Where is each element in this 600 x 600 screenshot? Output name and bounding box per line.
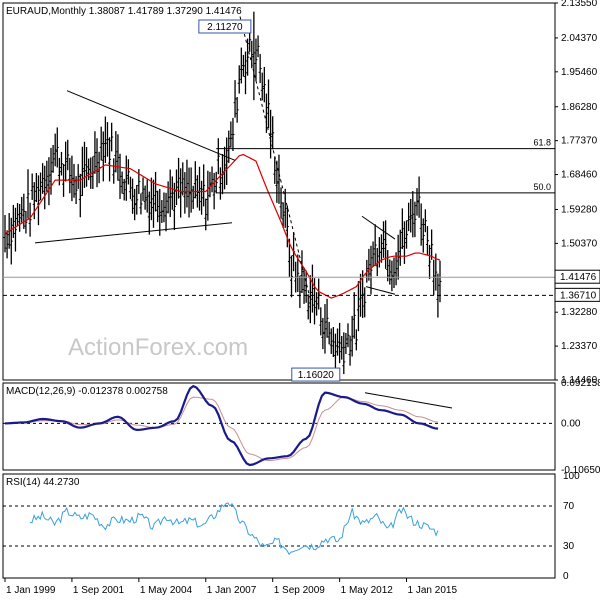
x-tick-label: 1 Sep 2009: [274, 585, 326, 596]
x-tick-label: 1 May 2012: [341, 585, 394, 596]
x-tick-label: 1 May 2004: [140, 585, 193, 596]
price-y-tick-label: 1.59280: [561, 204, 598, 215]
rsi-panel-frame: [2, 473, 556, 579]
rsi-y-tick-label: 100: [563, 471, 580, 482]
high-label: 2.11270: [207, 22, 243, 33]
price-y-tick-label: 2.04370: [561, 33, 598, 44]
price-panel-frame: [2, 2, 556, 381]
dashed-trendline: [239, 16, 311, 299]
price-y-tick-label: 1.32280: [561, 307, 598, 318]
macd-signal-line: [4, 396, 439, 462]
rsi-y-tick-label: 30: [563, 541, 575, 552]
rsi-y-tick-label: 0: [563, 571, 569, 582]
price-candles: [3, 11, 442, 375]
rsi-title: RSI(14) 44.2730: [6, 477, 80, 488]
macd-panel-frame: [2, 382, 556, 471]
last-price-label: 1.41476: [560, 272, 597, 283]
low-label: 1.16020: [298, 370, 335, 381]
price-y-tick-label: 1.23370: [561, 341, 598, 352]
price-y-tick-label: 1.86280: [561, 102, 598, 113]
high-label-box: [198, 19, 252, 34]
support-label: 1.36710: [560, 290, 597, 301]
price-y-tick-label: 1.77370: [561, 136, 598, 147]
flag-lower-line: [365, 286, 396, 295]
flag-upper-line: [361, 215, 396, 240]
macd-title: MACD(12,26,9) -0.012378 0.002758: [6, 386, 168, 397]
macd-y-tick-label: 0.00: [561, 418, 581, 429]
fib-618-label: 61.8: [533, 138, 551, 148]
x-tick-label: 1 Jan 1999: [6, 585, 56, 596]
fib-500-label: 50.0: [533, 182, 551, 192]
macd-main-line: [4, 384, 439, 467]
price-y-tick-label: 2.13550: [561, 0, 598, 9]
macd-trendline: [364, 392, 453, 409]
triangle-lower-line: [34, 222, 233, 244]
macd-y-tick-label: -0.106503: [561, 465, 600, 476]
macd-y-tick-label: 0.092158: [561, 378, 600, 389]
support-box: [554, 287, 600, 302]
rsi-line: [29, 502, 439, 556]
x-tick-label: 1 Jan 2015: [408, 585, 458, 596]
chart-title: EURAUD,Monthly 1.38087 1.41789 1.37290 1…: [6, 6, 242, 17]
price-y-tick-label: 1.14460: [561, 375, 598, 386]
price-y-tick-label: 1.68460: [561, 170, 598, 181]
low-label-box: [291, 367, 341, 382]
price-y-tick-label: 1.50370: [561, 238, 598, 249]
rsi-y-tick-label: 70: [563, 501, 575, 512]
watermark: ActionForex.com: [68, 334, 248, 361]
triangle-upper-line: [66, 90, 236, 161]
price-y-tick-label: 1.95460: [561, 67, 598, 78]
moving-average-line: [4, 153, 441, 299]
last-price-box: [554, 269, 600, 284]
x-tick-label: 1 Jan 2007: [207, 585, 257, 596]
x-tick-label: 1 Sep 2001: [73, 585, 125, 596]
